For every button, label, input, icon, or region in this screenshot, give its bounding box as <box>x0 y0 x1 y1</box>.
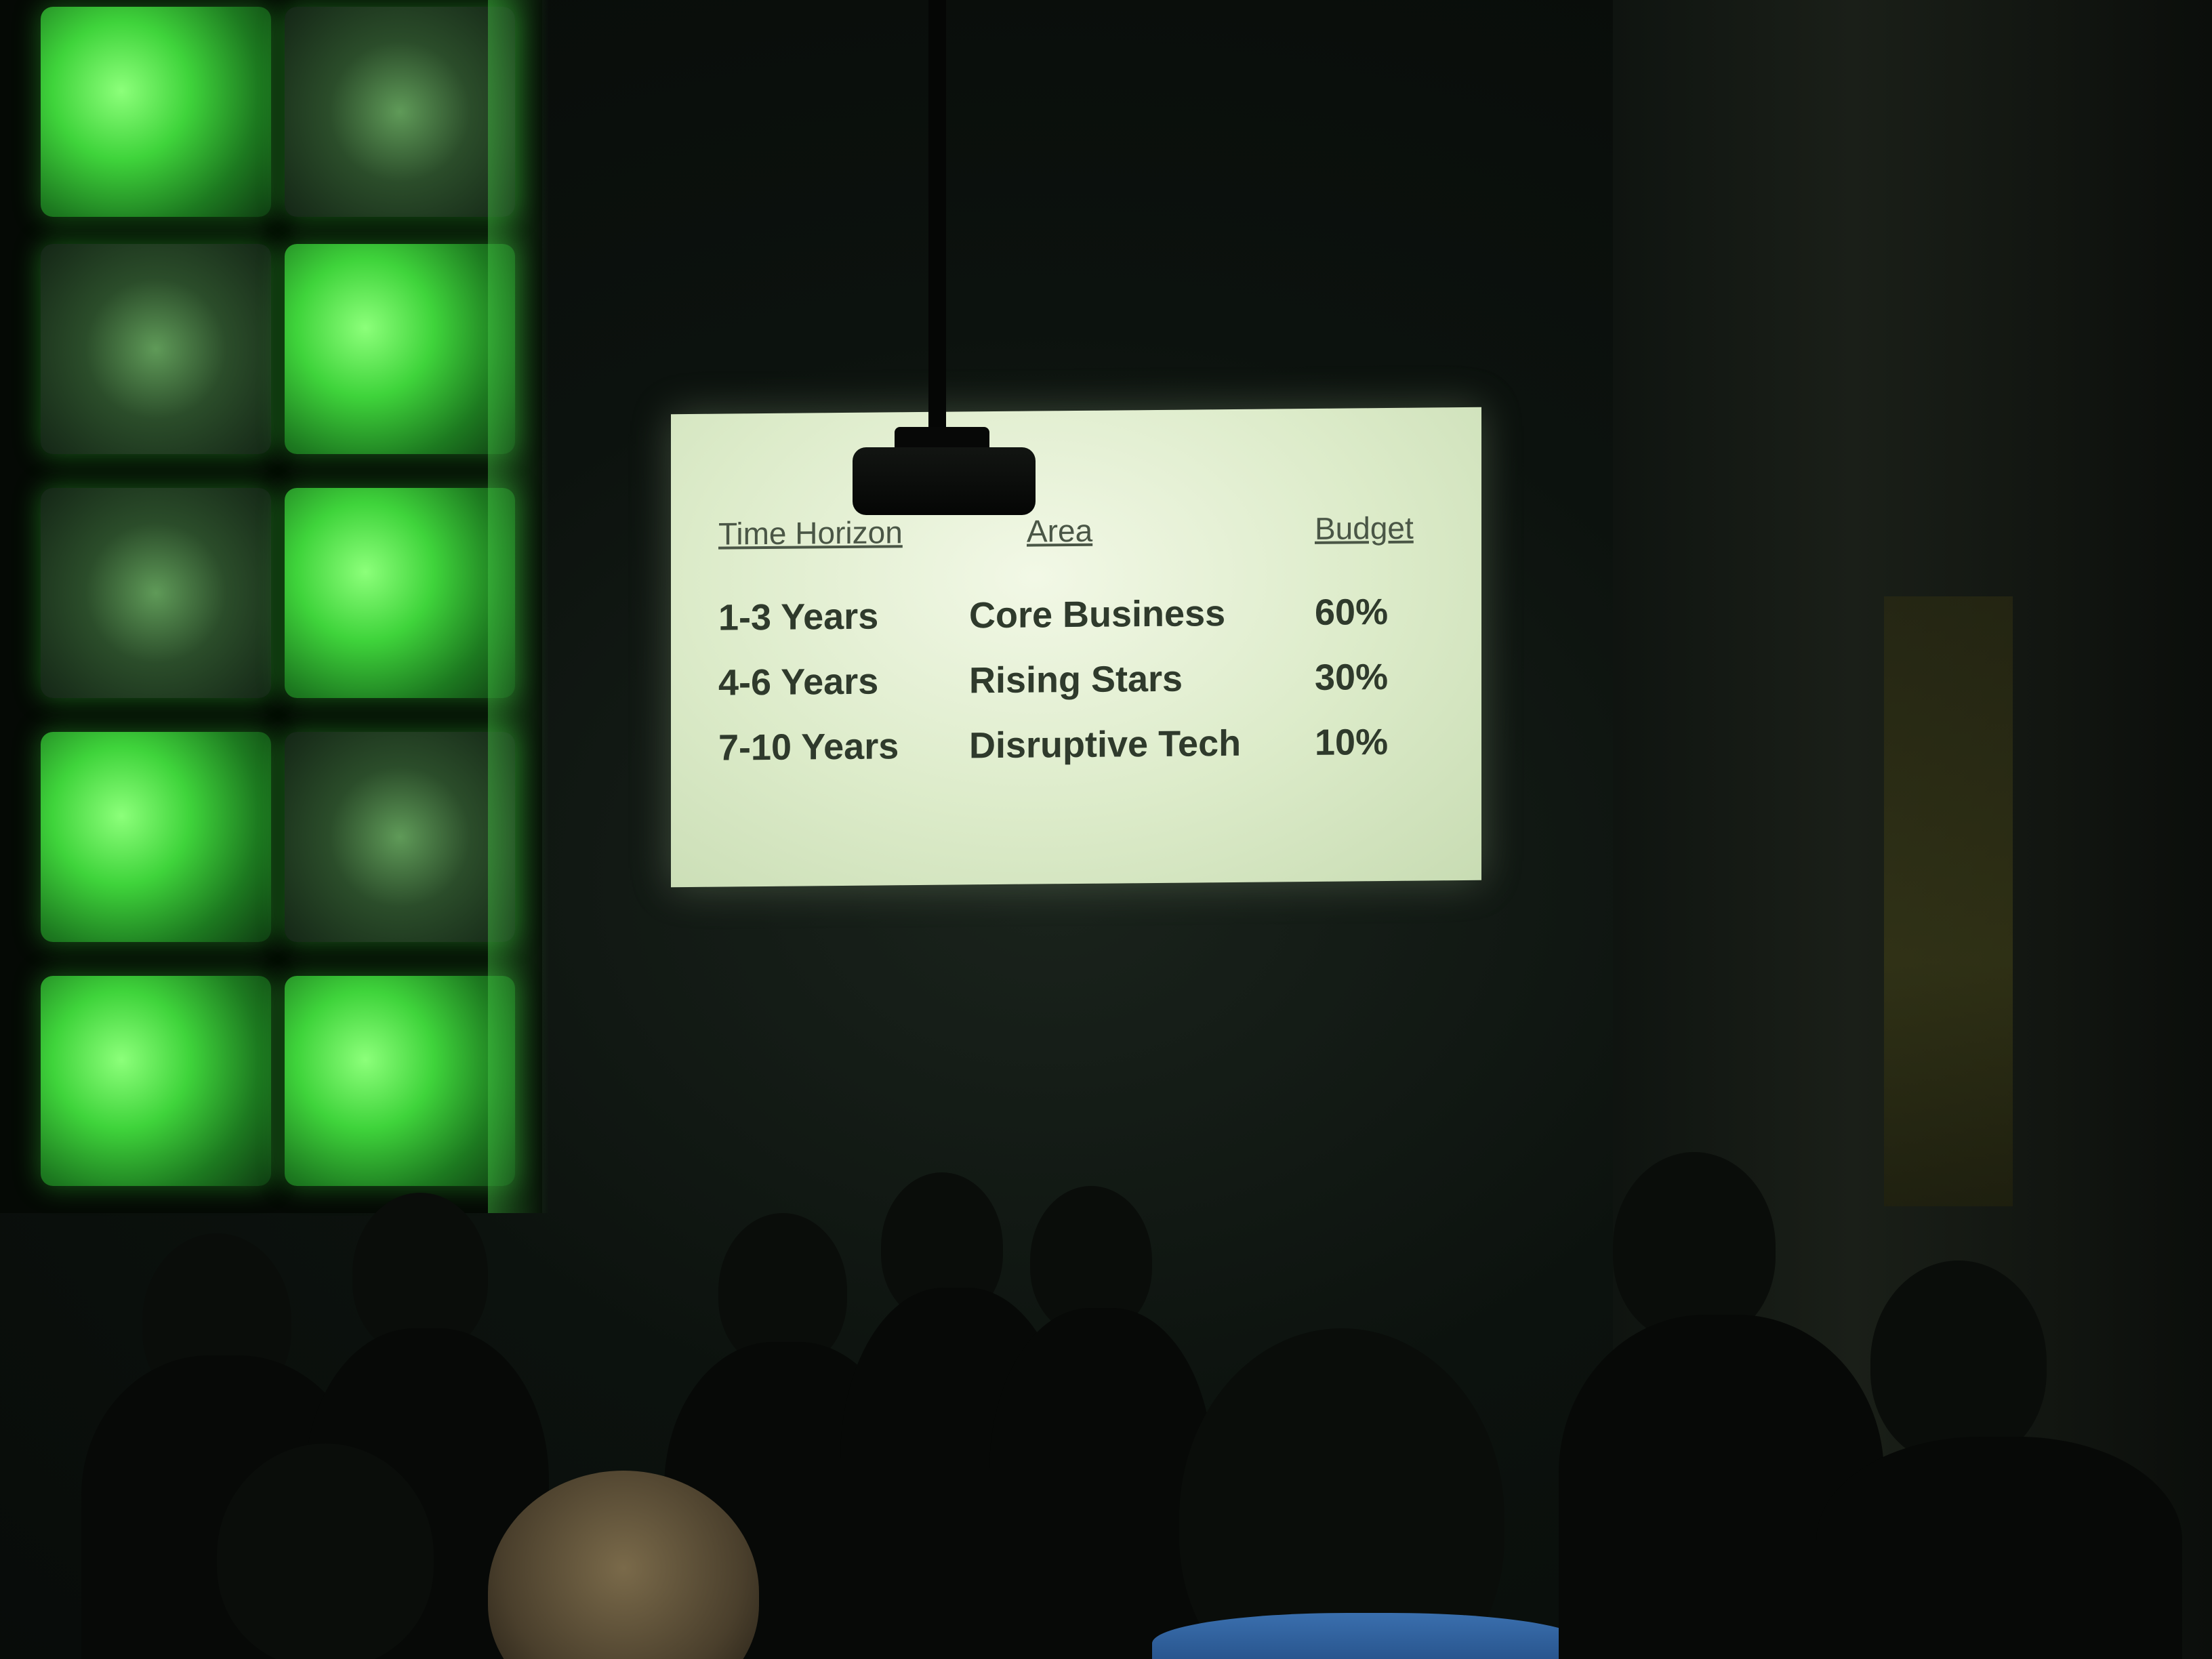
audience-head <box>1870 1261 2047 1464</box>
row-budget: 10% <box>1315 721 1389 763</box>
projected-slide: Time Horizon Area Budget 1-3 Years Core … <box>671 407 1481 888</box>
table-row: 1-3 Years Core Business 60% <box>718 590 1457 662</box>
video-wall <box>0 0 549 1213</box>
row-time-horizon: 4-6 Years <box>718 661 879 703</box>
video-tile <box>285 488 515 698</box>
video-tile <box>41 244 271 454</box>
video-tile <box>41 7 271 217</box>
audience-body <box>1152 1613 1586 1659</box>
row-area: Disruptive Tech <box>969 722 1242 766</box>
projector-pole <box>928 0 946 434</box>
video-tile <box>41 488 271 698</box>
header-time-horizon: Time Horizon <box>718 514 903 552</box>
audience-head <box>1613 1152 1776 1342</box>
video-tile <box>41 976 271 1186</box>
audience-body <box>1816 1437 2182 1659</box>
stage-panel <box>1884 596 2013 1206</box>
table-row: 7-10 Years Disruptive Tech 10% <box>718 720 1457 792</box>
row-budget: 30% <box>1315 656 1389 698</box>
header-budget: Budget <box>1315 510 1414 546</box>
table-row: 4-6 Years Rising Stars 30% <box>718 655 1457 727</box>
video-tile <box>285 976 515 1186</box>
audience-head <box>217 1443 434 1659</box>
audience-head <box>488 1471 759 1659</box>
audience-head <box>1179 1328 1504 1659</box>
audience <box>0 1152 2212 1659</box>
video-tile <box>285 7 515 217</box>
video-wall-glow <box>488 0 549 1213</box>
row-time-horizon: 7-10 Years <box>718 726 899 769</box>
header-area: Area <box>1027 512 1093 549</box>
row-budget: 60% <box>1315 591 1389 633</box>
row-area: Rising Stars <box>969 658 1183 701</box>
audience-body <box>989 1308 1213 1659</box>
projector <box>853 447 1036 515</box>
row-area: Core Business <box>969 593 1226 636</box>
video-tile <box>41 732 271 942</box>
row-time-horizon: 1-3 Years <box>718 596 879 638</box>
video-tile <box>285 732 515 942</box>
video-tile <box>285 244 515 454</box>
budget-table: Time Horizon Area Budget 1-3 Years Core … <box>718 509 1457 792</box>
table-header-row: Time Horizon Area Budget <box>718 509 1457 597</box>
